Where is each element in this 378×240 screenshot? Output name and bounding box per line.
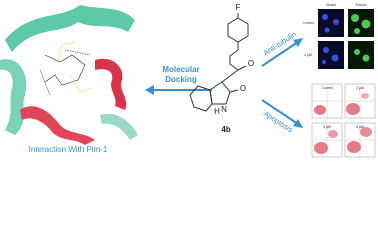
row-label: 4 μM bbox=[304, 53, 312, 57]
protein-structure bbox=[0, 0, 140, 145]
flow-plot bbox=[344, 83, 376, 119]
atom-label: O bbox=[240, 84, 246, 93]
column-label: Nuclei bbox=[326, 3, 336, 7]
docking-arrow bbox=[145, 85, 212, 95]
flow-plot bbox=[344, 122, 376, 158]
benzene-ring bbox=[227, 17, 249, 43]
docking-label: Docking bbox=[165, 75, 197, 84]
loop bbox=[100, 113, 138, 140]
flow-plot bbox=[311, 122, 343, 158]
flow-label: 2 μM bbox=[356, 86, 364, 90]
tubulin-image bbox=[348, 41, 374, 69]
tubulin-cells bbox=[351, 14, 371, 62]
nuclei-image bbox=[318, 9, 344, 37]
flow-plot bbox=[311, 83, 343, 119]
chemical-structure bbox=[189, 13, 249, 112]
lactam-ring bbox=[209, 81, 231, 105]
atom-label: O bbox=[248, 59, 254, 68]
flow-label: 4 μM bbox=[323, 125, 331, 129]
indole-benzene bbox=[189, 85, 213, 112]
flow-label: 8 μM bbox=[356, 125, 364, 129]
nuclei-image bbox=[318, 41, 344, 69]
microscopy-panel bbox=[318, 9, 374, 69]
helix bbox=[95, 58, 127, 110]
beta-sheet bbox=[0, 59, 27, 135]
atom-label: H bbox=[214, 107, 220, 116]
atom-label: N bbox=[221, 105, 227, 114]
anti-tubulin-arrow bbox=[261, 38, 303, 67]
helix bbox=[20, 106, 95, 145]
nuclei-dots bbox=[322, 14, 339, 64]
ligand-sticks bbox=[39, 41, 93, 96]
apoptosis-label: Apoptosis bbox=[262, 109, 295, 135]
graphical-abstract: Interaction With Pim-1 Molecular Docking… bbox=[0, 0, 376, 158]
flow-panels bbox=[311, 83, 376, 158]
atom-label: F bbox=[236, 3, 241, 12]
beta-sheet bbox=[5, 5, 135, 52]
enone-chain bbox=[229, 42, 239, 71]
apoptosis-arrow bbox=[261, 99, 303, 128]
row-label: Control bbox=[302, 21, 314, 25]
compound-label: 4b bbox=[221, 125, 230, 134]
flow-label: Control bbox=[321, 86, 333, 90]
column-label: Tubulin bbox=[355, 3, 366, 7]
docking-label: Molecular bbox=[162, 65, 199, 74]
interaction-label: Interaction With Pim-1 bbox=[29, 145, 108, 154]
